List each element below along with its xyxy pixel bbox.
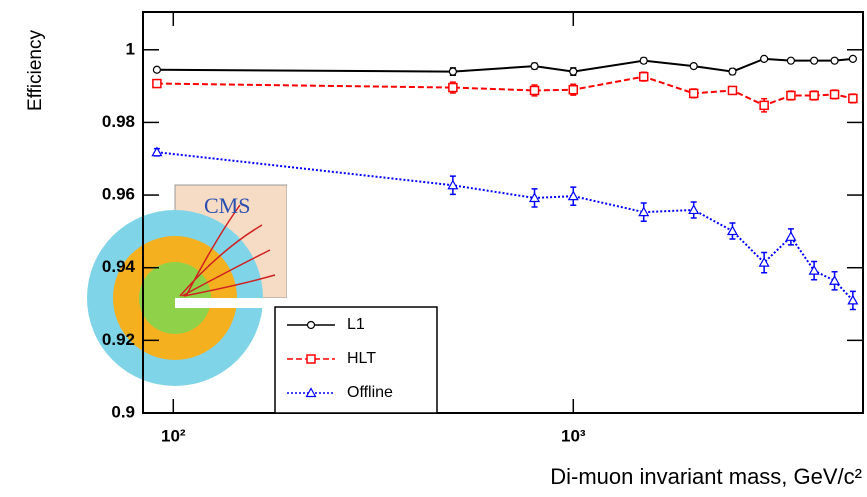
marker	[689, 62, 698, 71]
marker	[151, 146, 163, 157]
marker	[727, 85, 738, 96]
marker	[528, 192, 541, 203]
logo-mask	[175, 298, 290, 308]
marker	[448, 82, 458, 93]
marker	[726, 225, 738, 236]
marker	[829, 275, 841, 285]
legend-label: HLT	[347, 350, 376, 367]
y-tick-label: 0.94	[102, 257, 136, 276]
x-tick-label: 10²	[161, 426, 186, 445]
logo-tracks	[179, 204, 276, 297]
marker	[728, 67, 737, 76]
marker	[638, 206, 650, 217]
marker	[447, 179, 459, 190]
marker	[758, 256, 770, 267]
cms-logo: CMS	[87, 184, 297, 386]
marker	[785, 231, 797, 241]
marker	[688, 88, 699, 99]
marker	[305, 387, 317, 398]
y-tick-label: 1	[126, 39, 135, 58]
logo-text: CMS	[204, 193, 250, 218]
marker	[152, 65, 162, 74]
marker	[786, 56, 796, 65]
y-tick-label: 0.98	[102, 112, 135, 131]
marker	[306, 354, 316, 364]
marker	[638, 71, 649, 82]
marker	[639, 56, 648, 65]
plot-frame	[142, 11, 864, 414]
marker	[567, 190, 579, 201]
logo-mask	[287, 185, 297, 305]
marker	[760, 54, 769, 63]
marker	[848, 93, 858, 104]
marker	[569, 67, 578, 76]
marker	[809, 90, 819, 101]
marker	[688, 204, 700, 215]
x-axis-label: Di-muon invariant mass, GeV/c²	[550, 464, 862, 489]
series-line	[156, 75, 854, 107]
marker	[448, 67, 457, 76]
marker	[530, 62, 539, 71]
series-line	[156, 57, 853, 73]
y-tick-label: 0.96	[102, 185, 135, 204]
marker	[808, 264, 820, 275]
y-tick-label: 0.92	[102, 330, 135, 349]
marker	[810, 56, 819, 65]
legend-label: L1	[347, 316, 365, 333]
marker	[306, 320, 316, 330]
marker	[830, 56, 839, 65]
y-tick-label: 0.9	[111, 402, 135, 421]
marker	[152, 78, 162, 89]
x-tick-label: 10³	[561, 426, 586, 445]
marker	[847, 294, 859, 305]
marker	[786, 90, 796, 101]
marker	[568, 84, 579, 95]
legend-label: Offline	[347, 384, 393, 401]
marker	[848, 54, 857, 63]
marker	[529, 85, 540, 96]
marker	[829, 89, 840, 100]
marker	[759, 100, 769, 111]
y-axis-label: Efficiency	[25, 30, 46, 111]
